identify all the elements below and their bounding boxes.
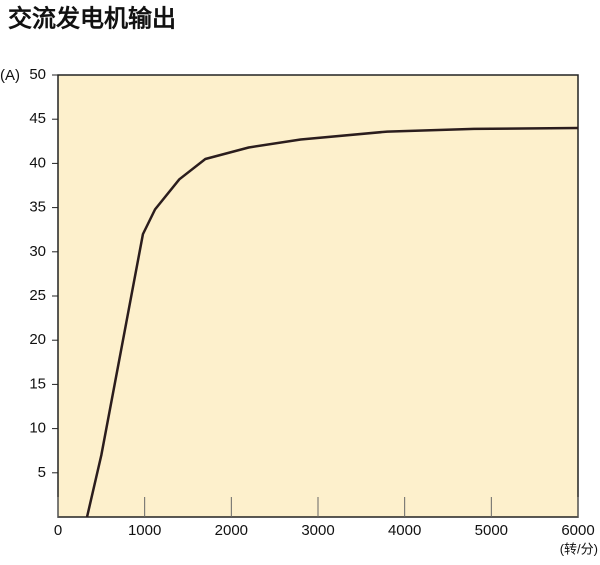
x-tick-label: 3000	[301, 522, 334, 539]
y-tick-label: 35	[29, 199, 46, 216]
x-axis-label: (转/分)	[560, 541, 598, 556]
y-tick-label: 5	[38, 464, 46, 481]
x-tick-label: 6000	[561, 522, 594, 539]
x-tick-label: 1000	[128, 522, 161, 539]
y-tick-label: 10	[29, 420, 46, 437]
y-axis-label: (A)	[0, 67, 20, 84]
x-tick-label: 2000	[215, 522, 248, 539]
x-tick-label: 4000	[388, 522, 421, 539]
y-tick-label: 25	[29, 287, 46, 304]
y-tick-label: 30	[29, 243, 46, 260]
plot-area	[57, 74, 579, 518]
y-tick-label: 20	[29, 331, 46, 348]
chart-title: 交流发电机输出	[8, 4, 176, 32]
line	[85, 126, 579, 518]
x-tick-label: 0	[54, 522, 62, 539]
y-tick-label: 15	[29, 375, 46, 392]
x-tick-label: 5000	[475, 522, 508, 539]
y-tick-label: 40	[29, 154, 46, 171]
y-tick-label: 50	[29, 66, 46, 83]
y-tick-label: 45	[29, 110, 46, 127]
